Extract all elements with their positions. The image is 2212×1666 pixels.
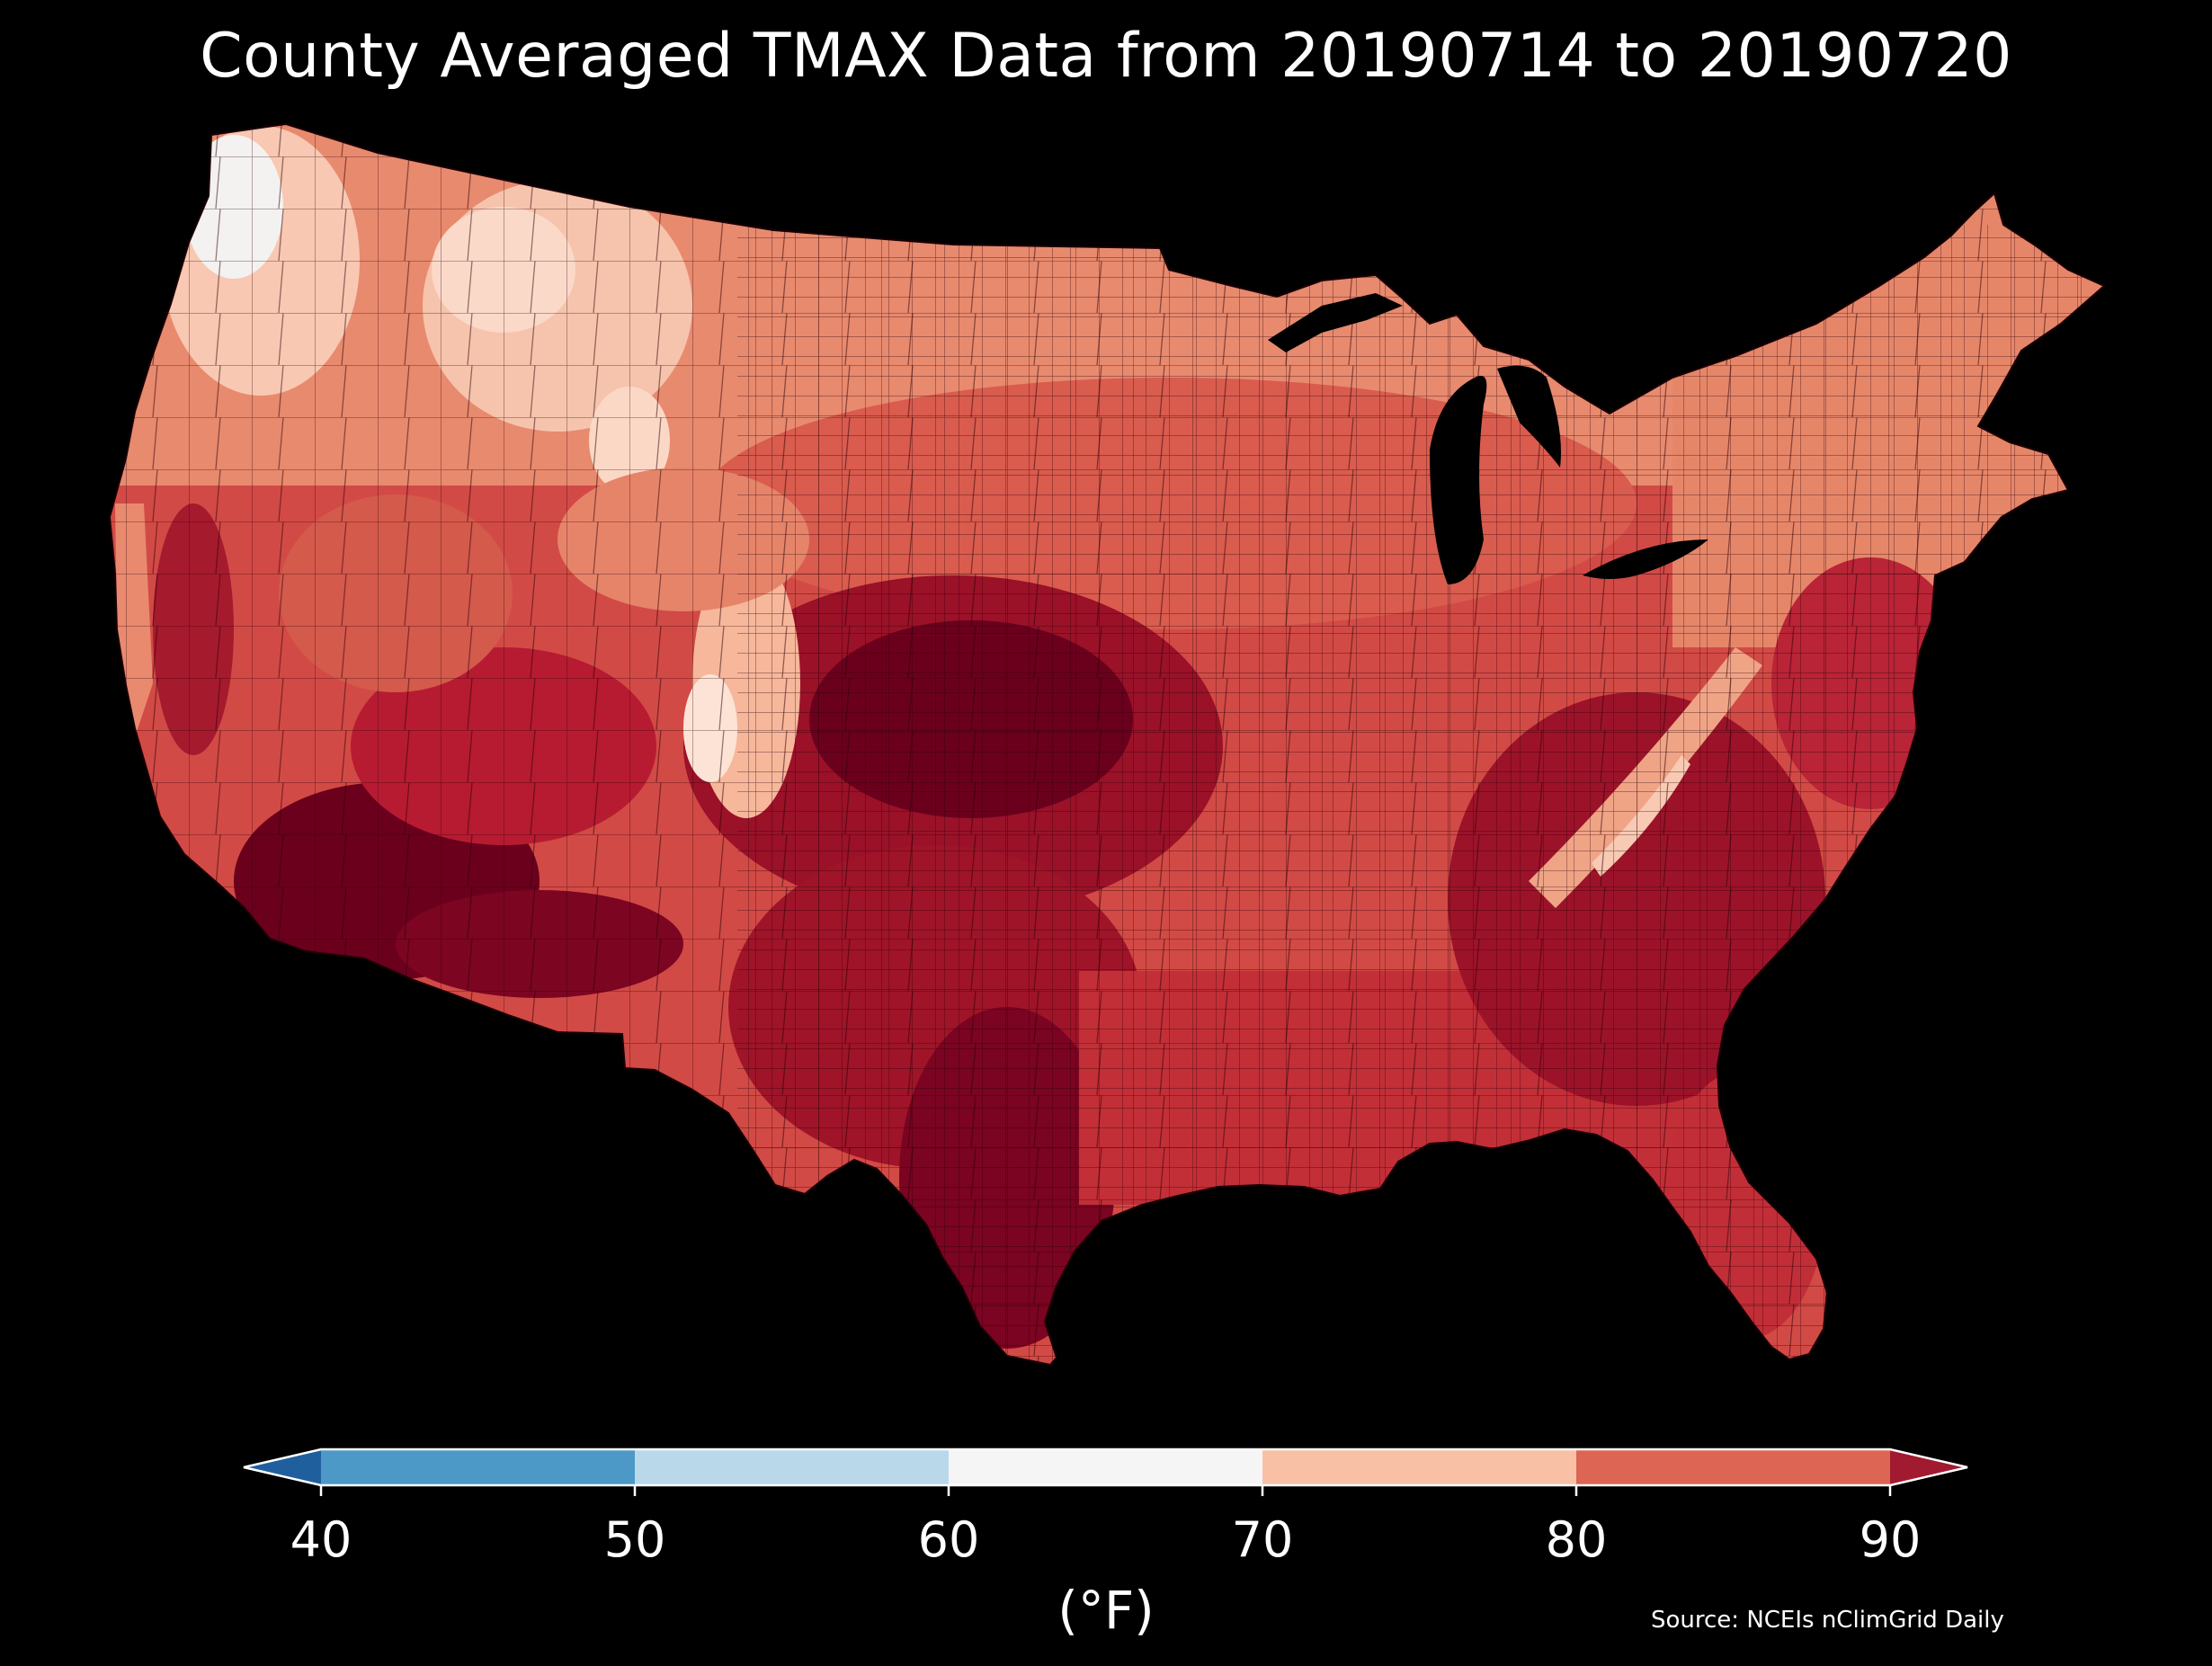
colorbar-tick-label: 60 <box>917 1511 980 1568</box>
us-outline <box>108 122 2106 1367</box>
colorbar-bin <box>1576 1449 1890 1485</box>
colorbar-units-label: (°F) <box>1057 1580 1155 1641</box>
colorbar-bin <box>635 1449 949 1485</box>
colorbar-overflow-triangle <box>1890 1449 1967 1485</box>
great-lakes <box>1268 293 1708 584</box>
colorbar-tick-label: 90 <box>1859 1511 1922 1568</box>
map-title: County Averaged TMAX Data from 20190714 … <box>200 21 2012 92</box>
colorbar-underflow-triangle <box>244 1449 321 1485</box>
colorbar-tick-label: 80 <box>1545 1511 1608 1568</box>
colorbar-bin <box>949 1449 1262 1485</box>
colorbar-tick-label: 50 <box>603 1511 666 1568</box>
colorbar-tick-label: 40 <box>290 1511 352 1568</box>
colorbar-ticks <box>319 1485 1892 1496</box>
colorbar-bins <box>243 1448 1968 1487</box>
colorbar-tick-label: 70 <box>1231 1511 1294 1568</box>
colorbar-bin <box>1262 1449 1576 1485</box>
colorbar-bin <box>321 1449 635 1485</box>
source-credit: Source: NCEIs nClimGrid Daily <box>1651 1607 2004 1634</box>
